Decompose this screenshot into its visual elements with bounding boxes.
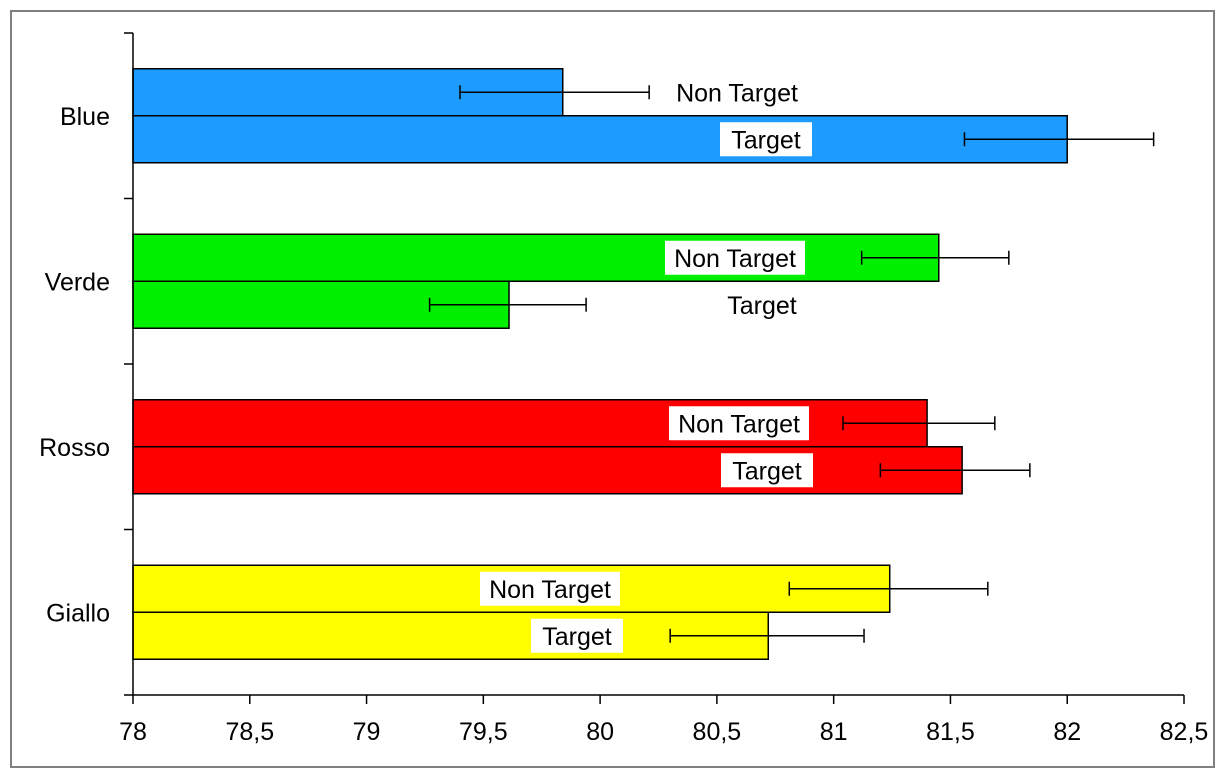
bar-label-target: Target	[731, 126, 801, 154]
x-tick-label: 78	[119, 718, 147, 746]
x-tick-label: 81,5	[926, 718, 975, 746]
axis-layer	[124, 32, 1185, 704]
bar-label-background	[531, 618, 623, 653]
x-tick-label: 82,5	[1160, 718, 1209, 746]
category-label-verde: Verde	[45, 268, 110, 296]
x-tick-label: 79	[353, 718, 381, 746]
bar-label-background	[665, 240, 805, 275]
x-tick-label: 79,5	[459, 718, 508, 746]
category-label-rosso: Rosso	[39, 434, 110, 462]
bar-label-target: Target	[727, 292, 797, 320]
bar-label-non-target: Non Target	[678, 410, 800, 438]
x-tick-label: 80	[586, 718, 614, 746]
bar-blue-target	[132, 115, 1068, 164]
x-tick-label: 80,5	[693, 718, 742, 746]
category-label-blue: Blue	[60, 103, 110, 131]
category-label-giallo: Giallo	[46, 599, 110, 627]
x-tick-label: 82	[1053, 718, 1081, 746]
bar-giallo-target	[132, 611, 770, 660]
x-tick-label: 78,5	[225, 718, 274, 746]
bar-label-non-target: Non Target	[674, 245, 796, 273]
bar-label-non-target: Non Target	[676, 79, 798, 107]
labels-layer: Non Target Target Blue Non Target Target Verd…	[39, 79, 1208, 746]
bar-label-target: Target	[732, 457, 802, 485]
bar-label-background	[720, 122, 812, 157]
bar-label-non-target: Non Target	[489, 576, 611, 604]
bar-rosso-target	[132, 446, 963, 495]
bar-label-background	[480, 571, 620, 606]
bar-label-background	[669, 406, 809, 441]
bar-verde-non-target	[132, 233, 940, 282]
bar-label-background	[721, 453, 813, 488]
x-tick-label: 81	[820, 718, 848, 746]
bar-label-target: Target	[542, 623, 612, 651]
